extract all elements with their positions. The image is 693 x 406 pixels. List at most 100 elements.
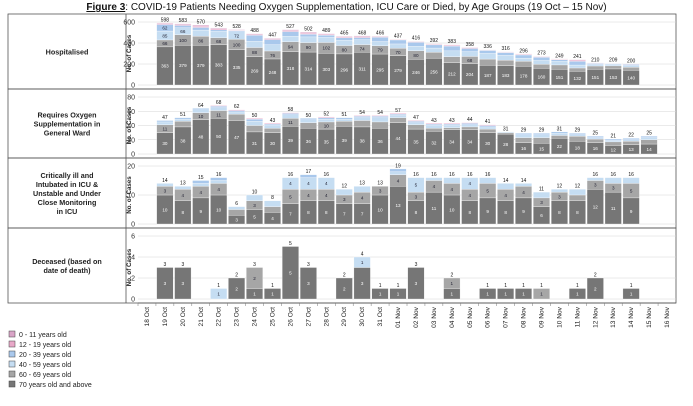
total-label-icu: 16 bbox=[324, 172, 330, 178]
segment-label-icu: 4 bbox=[397, 178, 400, 183]
total-label-icu: 16 bbox=[431, 172, 437, 178]
bar-segment-oxygen bbox=[479, 125, 497, 128]
segment-label-deceased: 1 bbox=[576, 292, 579, 297]
segment-label-icu: 4 bbox=[468, 193, 471, 198]
total-label-icu: 16 bbox=[449, 172, 455, 178]
total-label-icu: 16 bbox=[288, 172, 294, 178]
segment-label-oxygen: 30 bbox=[485, 141, 491, 146]
segment-label-icu: 5 bbox=[289, 194, 292, 199]
total-label-oxygen: 25 bbox=[646, 131, 652, 137]
bar-segment-oxygen bbox=[371, 117, 389, 123]
segment-label-icu: 4 bbox=[289, 181, 292, 186]
total-label-oxygen: 43 bbox=[270, 118, 276, 124]
bar-segment-oxygen bbox=[389, 117, 407, 123]
bar-segment-deceased bbox=[586, 277, 604, 300]
segment-label-icu: 4 bbox=[307, 193, 310, 198]
bar-segment-oxygen bbox=[604, 140, 622, 143]
x-tick-label: 21 Oct bbox=[198, 307, 205, 327]
segment-label-icu: 9 bbox=[486, 209, 489, 214]
total-label-icu: 14 bbox=[521, 178, 527, 184]
x-tick-label: 31 Oct bbox=[377, 307, 384, 327]
bar-segment-oxygen bbox=[299, 122, 317, 129]
bar-segment-hospitalised bbox=[246, 35, 263, 42]
segment-label-icu: 3 bbox=[164, 188, 167, 193]
segment-label-hospitalised: 100 bbox=[179, 38, 187, 43]
total-label-icu: 8 bbox=[271, 195, 274, 201]
total-label-oxygen: 47 bbox=[413, 115, 419, 121]
segment-label-icu: 4 bbox=[361, 196, 364, 201]
segment-label-icu: 5 bbox=[253, 215, 256, 220]
y-tick-label-icu: 20 bbox=[127, 164, 135, 171]
bar-segment-hospitalised bbox=[228, 30, 246, 32]
segment-label-icu: 6 bbox=[540, 213, 543, 218]
bar-segment-oxygen bbox=[497, 132, 515, 135]
segment-label-oxygen: 36 bbox=[378, 139, 384, 144]
segment-label-deceased: 1 bbox=[397, 292, 400, 297]
bar-segment-oxygen bbox=[246, 118, 263, 120]
total-label-icu: 14 bbox=[162, 178, 168, 184]
panel-label-oxygen: Supplementation in bbox=[34, 120, 101, 129]
total-label-oxygen: 21 bbox=[610, 133, 616, 139]
panel-label-oxygen: General Ward bbox=[44, 129, 90, 138]
bar-segment-icu bbox=[264, 200, 281, 207]
total-label-icu: 11 bbox=[539, 187, 544, 193]
bar-segment-icu bbox=[246, 194, 263, 201]
y-axis-title-deceased: No. of Cases bbox=[126, 248, 133, 286]
bar-segment-oxygen bbox=[622, 141, 640, 145]
bar-segment-oxygen bbox=[353, 115, 371, 117]
panel-label-hospitalised: Hospitalised bbox=[46, 48, 89, 57]
segment-label-hospitalised: 68 bbox=[216, 39, 222, 44]
bar-segment-oxygen bbox=[282, 112, 299, 114]
x-tick-label: 01 Nov bbox=[395, 306, 402, 328]
segment-label-icu: 4 bbox=[182, 193, 185, 198]
segment-label-deceased: 1 bbox=[451, 292, 454, 297]
bar-segment-icu bbox=[443, 177, 461, 184]
bar-segment-deceased bbox=[515, 288, 532, 300]
y-tick-label-oxygen: 20 bbox=[127, 137, 135, 144]
legend-label: 60 - 69 years old bbox=[19, 372, 71, 379]
segment-label-icu: 10 bbox=[449, 207, 455, 212]
segment-label-oxygen: 38 bbox=[360, 138, 366, 143]
bar-segment-hospitalised bbox=[192, 27, 210, 31]
bar-segment-oxygen bbox=[443, 125, 461, 128]
total-label-deceased: 3 bbox=[415, 262, 418, 268]
total-label-icu: 16 bbox=[216, 172, 222, 178]
segment-label-hospitalised: 335 bbox=[233, 65, 241, 70]
bar-segment-hospitalised bbox=[282, 31, 299, 37]
x-tick-label: 03 Nov bbox=[431, 306, 438, 328]
y-tick-label-deceased: 2 bbox=[131, 276, 135, 283]
x-tick-label: 02 Nov bbox=[413, 306, 420, 328]
bar-segment-deceased bbox=[174, 267, 192, 300]
segment-label-oxygen: 10 bbox=[198, 114, 204, 119]
bar-segment-icu bbox=[407, 177, 425, 193]
bar-segment-oxygen bbox=[586, 136, 604, 138]
segment-label-hospitalised: 279 bbox=[394, 68, 402, 73]
segment-label-icu: 5 bbox=[630, 188, 633, 193]
segment-label-icu: 9 bbox=[522, 209, 525, 214]
total-label-hospitalised: 296 bbox=[519, 48, 528, 54]
bar-segment-hospitalised bbox=[299, 32, 317, 34]
bar-segment-deceased bbox=[210, 288, 228, 300]
total-label-deceased: 3 bbox=[253, 262, 256, 268]
total-label-icu: 12 bbox=[557, 184, 563, 190]
bar-segment-hospitalised bbox=[353, 35, 371, 37]
bar-segment-oxygen bbox=[389, 115, 407, 118]
segment-label-hospitalised: 86 bbox=[198, 38, 204, 43]
bar-segment-oxygen bbox=[604, 138, 622, 141]
segment-label-hospitalised: 68 bbox=[467, 58, 473, 63]
bar-segment-oxygen bbox=[533, 134, 550, 138]
segment-label-oxygen: 48 bbox=[198, 135, 204, 140]
total-label-oxygen: 29 bbox=[539, 128, 545, 134]
bar-segment-icu bbox=[586, 177, 604, 181]
total-label-deceased: 4 bbox=[361, 251, 364, 257]
bar-segment-hospitalised bbox=[156, 22, 174, 24]
total-label-oxygen: 68 bbox=[216, 100, 222, 106]
total-label-deceased: 1 bbox=[271, 283, 274, 289]
total-label-oxygen: 22 bbox=[628, 133, 634, 139]
y-tick-label-deceased: 0 bbox=[131, 297, 135, 304]
total-label-oxygen: 54 bbox=[377, 110, 383, 116]
segment-label-hospitalised: 151 bbox=[556, 75, 564, 80]
total-label-oxygen: 64 bbox=[198, 103, 204, 109]
bar-segment-oxygen bbox=[425, 123, 443, 126]
bar-segment-oxygen bbox=[568, 133, 586, 135]
